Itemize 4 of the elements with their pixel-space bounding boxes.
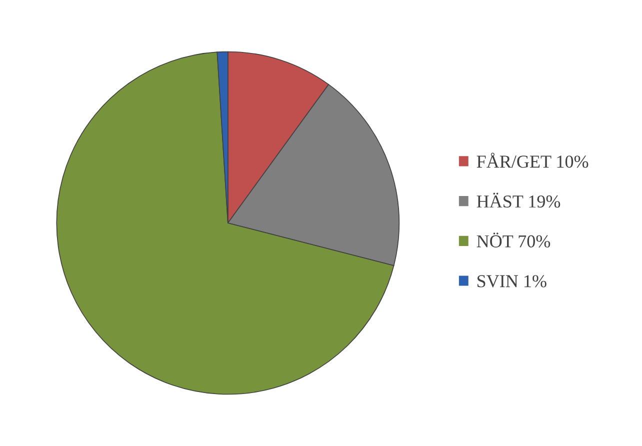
legend-label: NÖT 70% <box>476 232 550 248</box>
legend-label: HÄST 19% <box>476 192 560 208</box>
legend-label: SVIN 1% <box>478 275 546 288</box>
legend-label: FÅR/GET 10% <box>476 152 588 168</box>
